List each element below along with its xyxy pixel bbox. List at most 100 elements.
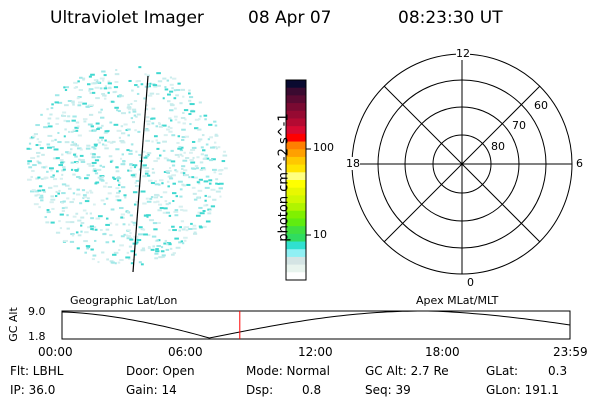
image-pixel (142, 166, 146, 169)
image-pixel (179, 226, 182, 229)
image-pixel (94, 144, 98, 147)
image-pixel (146, 214, 151, 217)
image-pixel (110, 100, 114, 103)
image-pixel (120, 163, 126, 166)
image-pixel (200, 153, 204, 156)
image-pixel (70, 161, 74, 164)
image-pixel (75, 193, 81, 196)
ip-value: IP: 36.0 (10, 383, 56, 397)
image-pixel (210, 205, 216, 208)
image-pixel (154, 180, 157, 183)
image-pixel (127, 108, 132, 111)
image-pixel (190, 222, 193, 225)
colorbar-band (286, 187, 306, 196)
image-pixel (165, 243, 169, 246)
image-pixel (151, 168, 155, 171)
colorbar-band (286, 172, 306, 181)
image-pixel (88, 88, 94, 91)
image-pixel (187, 228, 193, 231)
image-pixel (85, 191, 90, 194)
image-pixel (110, 159, 114, 162)
image-pixel (182, 111, 185, 114)
image-pixel (136, 239, 142, 242)
colorbar-band (286, 272, 306, 281)
image-pixel (103, 97, 107, 100)
image-pixel (172, 252, 176, 255)
image-pixel (131, 175, 137, 178)
image-pixel (77, 101, 83, 104)
image-pixel (37, 176, 41, 179)
image-pixel (170, 104, 175, 107)
image-pixel (63, 239, 69, 242)
image-pixel (135, 115, 138, 118)
image-pixel (180, 208, 184, 211)
image-pixel (178, 146, 182, 149)
image-pixel (198, 138, 203, 141)
image-pixel (144, 129, 150, 132)
image-pixel (82, 194, 87, 197)
image-pixel (156, 200, 160, 203)
image-pixel (192, 156, 195, 159)
image-pixel (85, 147, 91, 150)
image-pixel (107, 91, 110, 94)
image-pixel (41, 153, 45, 156)
image-pixel (154, 239, 158, 242)
mlt-label-0: 0 (467, 276, 474, 289)
image-pixel (166, 93, 171, 96)
image-pixel (129, 214, 133, 217)
image-pixel (115, 148, 120, 151)
image-pixel (35, 144, 39, 147)
image-pixel (79, 148, 83, 151)
image-pixel (99, 136, 104, 139)
image-pixel (149, 82, 152, 85)
image-pixel (119, 259, 124, 262)
image-pixel (109, 222, 113, 225)
image-pixel (194, 118, 200, 121)
image-pixel (59, 158, 64, 161)
image-pixel (120, 157, 123, 160)
image-pixel (157, 239, 161, 242)
image-pixel (67, 100, 73, 103)
image-pixel (181, 138, 185, 141)
image-pixel (146, 200, 152, 203)
image-pixel (31, 189, 36, 192)
image-pixel (176, 141, 180, 144)
image-pixel (66, 227, 70, 230)
image-pixel (107, 82, 112, 85)
image-pixel (153, 248, 156, 251)
image-pixel (162, 77, 167, 80)
image-pixel (207, 212, 212, 215)
image-pixel (136, 92, 140, 95)
image-pixel (83, 240, 88, 243)
image-pixel (168, 175, 173, 178)
image-pixel (49, 201, 54, 204)
image-pixel (58, 164, 64, 167)
image-pixel (188, 96, 194, 99)
colorbar-frame (285, 79, 307, 281)
image-pixel (223, 150, 226, 153)
image-pixel (43, 177, 47, 180)
image-pixel (35, 177, 40, 180)
image-pixel (170, 119, 173, 122)
image-pixel (153, 196, 159, 199)
image-pixel (138, 66, 142, 69)
image-pixel (147, 153, 150, 156)
image-pixel (85, 212, 88, 215)
image-pixel (182, 95, 185, 98)
image-pixel (83, 196, 88, 199)
image-pixel (50, 221, 55, 224)
image-pixel (129, 238, 134, 241)
image-pixel (174, 153, 180, 156)
image-pixel (50, 175, 55, 178)
image-pixel (151, 122, 155, 125)
image-pixel (89, 189, 92, 192)
image-pixel (173, 115, 178, 118)
image-pixel (180, 167, 184, 170)
image-pixel (144, 167, 150, 170)
image-pixel (183, 109, 189, 112)
image-pixel (71, 141, 75, 144)
image-pixel (166, 158, 169, 161)
image-pixel (138, 226, 143, 229)
image-pixel (213, 120, 217, 123)
